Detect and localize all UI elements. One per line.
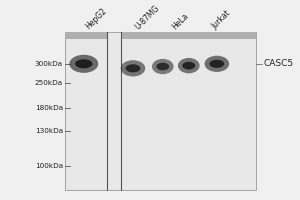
Ellipse shape xyxy=(209,60,224,68)
Text: HepG2: HepG2 xyxy=(84,7,109,31)
Ellipse shape xyxy=(126,64,140,72)
Text: U-87MG: U-87MG xyxy=(133,3,161,31)
Ellipse shape xyxy=(205,56,229,72)
Text: 300kDa: 300kDa xyxy=(35,61,63,67)
Text: 180kDa: 180kDa xyxy=(35,105,63,111)
FancyBboxPatch shape xyxy=(65,32,107,39)
FancyBboxPatch shape xyxy=(122,32,256,39)
Text: 100kDa: 100kDa xyxy=(35,163,63,169)
Ellipse shape xyxy=(182,62,195,69)
Ellipse shape xyxy=(152,59,174,74)
Ellipse shape xyxy=(156,63,169,70)
Text: CASC5: CASC5 xyxy=(263,59,293,68)
Text: 130kDa: 130kDa xyxy=(35,128,63,134)
Text: Jurkat: Jurkat xyxy=(210,9,232,31)
Ellipse shape xyxy=(69,55,98,73)
Ellipse shape xyxy=(75,59,92,68)
Ellipse shape xyxy=(178,58,200,73)
FancyBboxPatch shape xyxy=(65,32,256,190)
Text: 250kDa: 250kDa xyxy=(35,80,63,86)
Ellipse shape xyxy=(121,60,145,76)
Text: HeLa: HeLa xyxy=(171,11,190,31)
